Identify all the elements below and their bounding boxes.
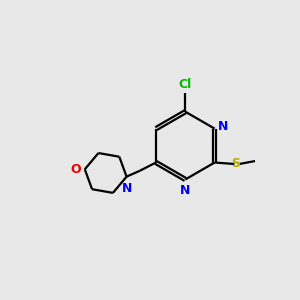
Text: O: O	[70, 163, 81, 176]
Text: S: S	[231, 158, 240, 170]
Text: N: N	[218, 120, 229, 134]
Text: N: N	[122, 182, 132, 195]
Text: N: N	[180, 184, 190, 197]
Text: Cl: Cl	[179, 78, 192, 91]
